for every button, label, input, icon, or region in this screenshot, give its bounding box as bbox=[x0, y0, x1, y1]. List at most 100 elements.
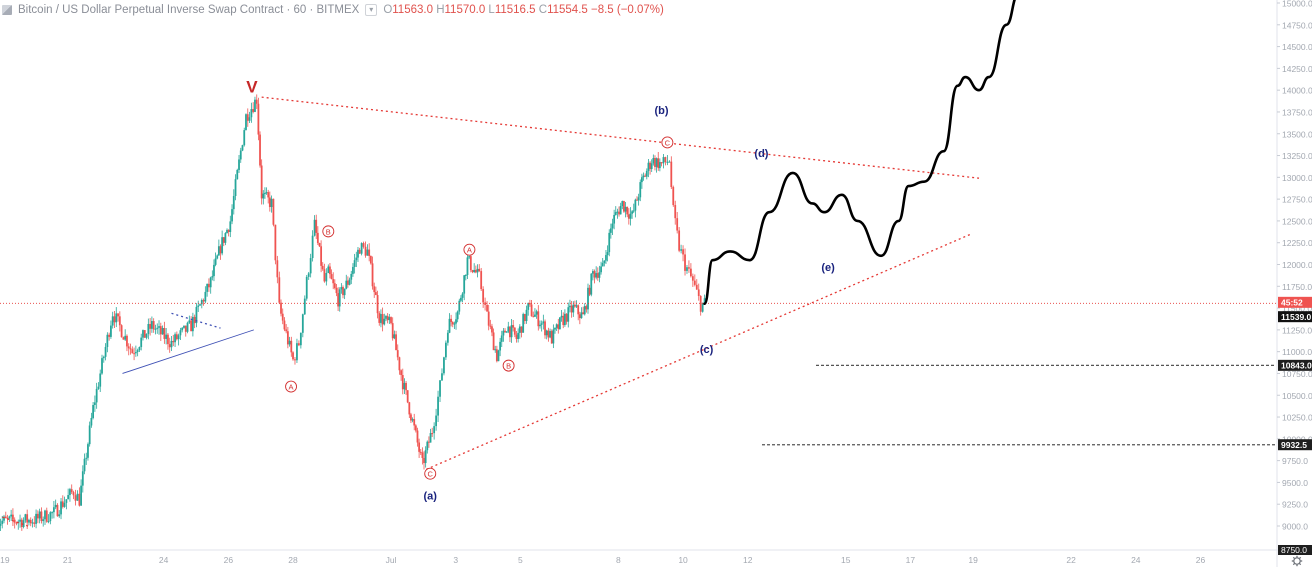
candle-body bbox=[4, 516, 7, 519]
y-tick-label: 9000.0 bbox=[1282, 522, 1308, 532]
candle-body bbox=[99, 373, 102, 387]
candle-body bbox=[329, 266, 331, 275]
candle-body bbox=[69, 489, 71, 496]
candle-body bbox=[544, 321, 546, 336]
projection-path[interactable] bbox=[703, 0, 1019, 306]
candle-body bbox=[697, 289, 700, 297]
candle-body bbox=[626, 206, 629, 215]
candle-body bbox=[113, 316, 116, 323]
candle-body bbox=[413, 419, 416, 426]
candle-body bbox=[252, 109, 255, 112]
candle-body bbox=[632, 210, 635, 212]
y-tick-label: 13250.0 bbox=[1282, 151, 1312, 161]
candle-body bbox=[560, 315, 563, 318]
trendline-blue-upper bbox=[171, 312, 221, 329]
candle-body bbox=[376, 295, 379, 314]
candle-body bbox=[167, 334, 169, 345]
horizontal-levels[interactable] bbox=[762, 364, 1276, 446]
candle-body bbox=[159, 326, 162, 335]
wave-label: (e) bbox=[821, 262, 835, 274]
price-label-text: 11539.0 bbox=[1281, 312, 1312, 322]
candle-body bbox=[421, 452, 424, 458]
gear-icon[interactable] bbox=[1291, 555, 1303, 567]
candle-body bbox=[578, 314, 581, 319]
candle-body bbox=[505, 331, 508, 333]
candle-body bbox=[343, 288, 346, 296]
wave-label: (d) bbox=[754, 148, 768, 160]
candle-body bbox=[636, 199, 638, 201]
candle-body bbox=[10, 514, 13, 517]
candle-body bbox=[296, 343, 298, 361]
candle-body bbox=[605, 255, 607, 261]
candle-body bbox=[510, 325, 513, 338]
y-axis[interactable]: 9000.09250.09500.09750.010000.010250.010… bbox=[1276, 0, 1312, 567]
candle-body bbox=[206, 283, 209, 292]
candle-body bbox=[522, 314, 525, 333]
subwave-circle bbox=[322, 225, 335, 238]
candle-body bbox=[639, 182, 642, 198]
x-tick-label: 12 bbox=[743, 555, 753, 565]
candle-body bbox=[364, 246, 367, 256]
trendline-lower bbox=[426, 233, 972, 470]
candle-body bbox=[592, 271, 594, 274]
candle-body bbox=[682, 249, 684, 255]
candle-body bbox=[588, 287, 591, 295]
candle-body bbox=[190, 320, 192, 332]
candle-body bbox=[26, 514, 29, 523]
price-label-text: 10843.0 bbox=[1281, 361, 1312, 371]
y-tick-label: 11250.0 bbox=[1282, 325, 1312, 335]
candle-body bbox=[629, 213, 632, 219]
wave-label: (c) bbox=[700, 344, 714, 356]
candle-body bbox=[652, 158, 655, 164]
candle-body bbox=[179, 330, 182, 336]
candle-body bbox=[695, 284, 698, 290]
candle-body bbox=[323, 269, 326, 282]
price-label-text: 45:52 bbox=[1281, 298, 1303, 308]
candle-body bbox=[621, 201, 624, 206]
trendlines[interactable] bbox=[0, 96, 980, 528]
candle-body bbox=[110, 325, 112, 337]
candle-body bbox=[353, 260, 356, 267]
x-tick-label: 5 bbox=[518, 555, 523, 565]
candle-body bbox=[78, 493, 81, 506]
candle-body bbox=[305, 276, 308, 299]
candle-body bbox=[547, 330, 550, 338]
candle-body bbox=[577, 305, 580, 315]
candle-body bbox=[469, 256, 472, 271]
y-tick-label: 10500.0 bbox=[1282, 391, 1312, 401]
candle-body bbox=[603, 260, 606, 264]
candle-body bbox=[664, 157, 667, 163]
candle-body bbox=[684, 254, 686, 271]
candle-body bbox=[676, 218, 679, 231]
candle-body bbox=[552, 329, 555, 344]
candle-body bbox=[583, 306, 586, 315]
candle-body bbox=[478, 268, 481, 272]
candle-body bbox=[368, 249, 371, 256]
candle-body bbox=[613, 214, 616, 224]
candle-body bbox=[441, 373, 443, 381]
candle-body bbox=[200, 300, 203, 305]
candle-body bbox=[450, 318, 453, 323]
y-tick-label: 14250.0 bbox=[1282, 64, 1312, 74]
candle-body bbox=[3, 516, 5, 521]
candle-body bbox=[118, 316, 121, 326]
subwave-label: C bbox=[665, 138, 671, 147]
candle-body bbox=[701, 302, 704, 312]
candle-body bbox=[320, 246, 323, 266]
x-axis[interactable]: 19 21 24 26 28 Jul 3 5 8 10 12 15 17 19 22 24 26 bbox=[0, 549, 1312, 565]
candle-body bbox=[429, 433, 432, 443]
candle-body bbox=[255, 99, 258, 104]
candle-body bbox=[92, 404, 94, 418]
candle-body bbox=[243, 130, 246, 146]
x-tick-label: 19 bbox=[968, 555, 978, 565]
candle-body bbox=[126, 335, 128, 347]
candle-body bbox=[624, 206, 627, 212]
candle-body bbox=[347, 280, 349, 285]
candle-body bbox=[360, 243, 363, 254]
candle-body bbox=[433, 426, 436, 434]
candle-body bbox=[601, 263, 604, 267]
candle-body bbox=[221, 237, 224, 254]
x-tick-label: 28 bbox=[288, 555, 298, 565]
candle-body bbox=[672, 187, 675, 206]
